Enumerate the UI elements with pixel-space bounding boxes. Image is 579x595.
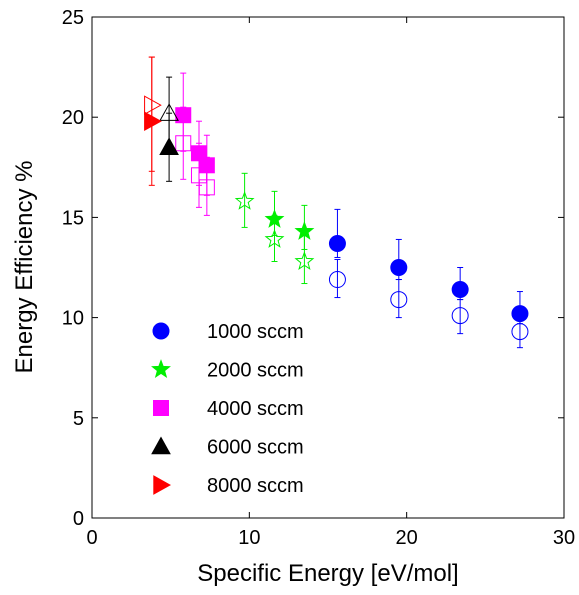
x-tick-label: 10	[238, 527, 260, 549]
legend-label: 8000 sccm	[207, 475, 304, 497]
series-4000-sccm	[175, 72, 215, 216]
data-point-open	[234, 190, 255, 210]
data-point-filled	[264, 208, 285, 228]
legend: 1000 sccm 2000 sccm 4000 sccm 6000 sccm 8000…	[151, 321, 304, 497]
y-axis-label: Energy Efficiency %	[11, 161, 38, 374]
plot-frame	[91, 16, 565, 519]
data-point-filled	[451, 281, 469, 299]
legend-marker	[151, 359, 171, 378]
legend-label: 6000 sccm	[207, 437, 304, 459]
series-8000-sccm	[144, 56, 162, 186]
data-point-filled	[328, 234, 346, 252]
legend-marker	[153, 475, 172, 495]
ticks-layer: 0 10 20 30 0 5 10 15 20 25	[62, 7, 575, 549]
x-tick-label: 20	[396, 527, 418, 549]
legend-label: 4000 sccm	[207, 398, 304, 420]
y-tick-label: 5	[73, 408, 84, 430]
series-2000-sccm	[234, 172, 315, 285]
data-layer	[144, 56, 529, 349]
data-point-open	[294, 251, 315, 270]
y-tick-label: 0	[73, 508, 84, 530]
legend-marker	[152, 322, 170, 340]
legend-label: 2000 sccm	[207, 360, 304, 382]
data-point-filled	[390, 259, 408, 276]
data-point-filled	[198, 157, 215, 174]
data-point-open	[264, 228, 285, 248]
data-point-filled	[294, 220, 315, 240]
legend-marker	[151, 436, 171, 455]
data-point-open	[390, 291, 408, 309]
series-1000-sccm	[328, 208, 529, 349]
y-tick-label: 20	[62, 107, 84, 129]
data-point-filled	[144, 111, 162, 132]
legend-label: 1000 sccm	[207, 321, 304, 343]
y-tick-label: 25	[62, 7, 84, 29]
data-point-open	[144, 95, 162, 116]
legend-marker	[153, 400, 169, 416]
data-point-open	[451, 307, 469, 325]
data-point-open	[328, 271, 346, 289]
data-point-filled	[159, 137, 179, 155]
y-tick-label: 10	[62, 308, 84, 330]
series-6000-sccm	[159, 76, 179, 182]
data-point-filled	[511, 305, 529, 323]
x-axis-label: Specific Energy [eV/mol]	[197, 560, 458, 587]
y-tick-label: 15	[62, 207, 84, 229]
x-tick-label: 0	[86, 527, 97, 549]
x-tick-label: 30	[553, 527, 575, 549]
